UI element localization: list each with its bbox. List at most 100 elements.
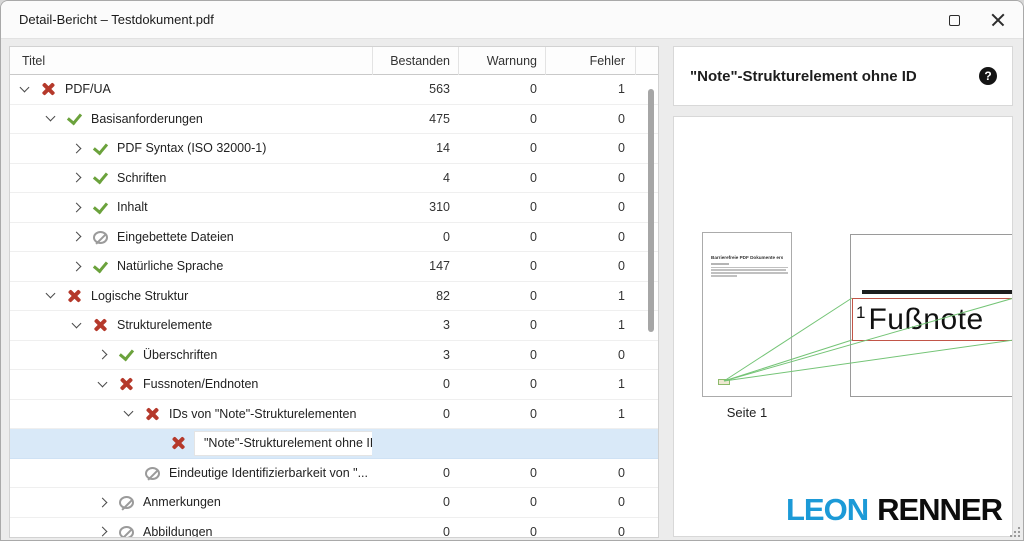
expand-chevron[interactable] <box>70 141 85 156</box>
cell-error: 0 <box>618 347 625 362</box>
table-row[interactable]: PDF/UA 563 0 1 <box>10 75 658 105</box>
resize-grip[interactable] <box>1010 527 1020 537</box>
expand-chevron[interactable] <box>44 288 59 303</box>
close-icon <box>991 13 1005 27</box>
cell-passed: 3 <box>443 318 450 333</box>
table-row[interactable]: PDF Syntax (ISO 32000-1) 14 0 0 <box>10 134 658 164</box>
expand-chevron[interactable] <box>70 200 85 215</box>
table-row[interactable]: Eingebettete Dateien 0 0 0 <box>10 222 658 252</box>
expand-chevron[interactable] <box>70 229 85 244</box>
table-row[interactable]: Abbildungen 0 0 0 <box>10 517 658 538</box>
row-label: Logische Struktur <box>91 288 189 303</box>
maximize-button[interactable] <box>937 1 971 39</box>
cell-error: 0 <box>618 200 625 215</box>
row-label: Schriften <box>117 170 167 185</box>
check-icon <box>93 200 108 215</box>
cell-warning: 0 <box>530 141 537 156</box>
table-body: PDF/UA 563 0 1 Basisanforderungen 475 0 … <box>10 75 658 538</box>
cell-passed: 4 <box>443 170 450 185</box>
expand-chevron[interactable] <box>44 111 59 126</box>
cell-passed: 475 <box>429 111 450 126</box>
expand-chevron[interactable] <box>70 318 85 333</box>
row-label: PDF Syntax (ISO 32000-1) <box>117 141 267 156</box>
row-label: "Note"-Strukturelement ohne ID <box>194 430 372 456</box>
expand-chevron[interactable] <box>70 259 85 274</box>
page-thumbnail[interactable]: Barrierefreie PDF Dokumente erstellen <box>702 232 792 397</box>
table-row[interactable]: "Note"-Strukturelement ohne ID <box>10 429 658 459</box>
cell-passed: 3 <box>443 347 450 362</box>
scrollbar-thumb[interactable] <box>648 89 654 332</box>
row-label: IDs von "Note"-Strukturelementen <box>169 406 357 421</box>
expand-chevron[interactable] <box>122 406 137 421</box>
expand-chevron[interactable] <box>96 347 111 362</box>
table-row[interactable]: IDs von "Note"-Strukturelementen 0 0 1 <box>10 399 658 429</box>
table-row[interactable]: Anmerkungen 0 0 0 <box>10 488 658 518</box>
vertical-scrollbar[interactable] <box>646 79 656 533</box>
check-icon <box>119 347 134 362</box>
cell-passed: 0 <box>443 406 450 421</box>
column-header-error[interactable]: Fehler <box>545 47 635 75</box>
preview-panel: Barrierefreie PDF Dokumente erstellen Se… <box>673 116 1013 537</box>
cell-passed: 82 <box>436 288 450 303</box>
cell-error: 1 <box>618 406 625 421</box>
row-label: Fussnoten/Endnoten <box>143 377 259 392</box>
cell-error: 1 <box>618 318 625 333</box>
error-icon <box>67 288 82 303</box>
column-header-passed[interactable]: Bestanden <box>372 47 458 75</box>
cell-passed: 0 <box>443 465 450 480</box>
cell-warning: 0 <box>530 82 537 97</box>
cell-error: 0 <box>618 524 625 538</box>
zoomed-page-view: 1 Fußnote <box>850 234 1012 397</box>
error-highlight-box: 1 Fußnote <box>852 298 1012 341</box>
row-label: Basisanforderungen <box>91 111 203 126</box>
cell-passed: 147 <box>429 259 450 274</box>
table-row[interactable]: Inhalt 310 0 0 <box>10 193 658 223</box>
expand-chevron[interactable] <box>96 495 111 510</box>
close-button[interactable] <box>981 1 1015 39</box>
table-row[interactable]: Überschriften 3 0 0 <box>10 340 658 370</box>
check-icon <box>93 170 108 185</box>
cell-passed: 0 <box>443 377 450 392</box>
cell-error: 1 <box>618 377 625 392</box>
check-icon <box>93 259 108 274</box>
row-label: Strukturelemente <box>117 318 213 333</box>
cell-error: 0 <box>618 495 625 510</box>
cell-warning: 0 <box>530 406 537 421</box>
check-icon <box>67 111 82 126</box>
expand-chevron[interactable] <box>96 524 111 537</box>
cell-passed: 0 <box>443 495 450 510</box>
thumbnail-heading: Barrierefreie PDF Dokumente erstellen <box>711 255 783 260</box>
thumbnail-subheading-placeholder <box>711 263 729 265</box>
table-row[interactable]: Strukturelemente 3 0 1 <box>10 311 658 341</box>
cell-warning: 0 <box>530 495 537 510</box>
brand-logo: LEON RENNER <box>786 492 1003 528</box>
footnote-separator-line <box>862 290 1012 294</box>
error-icon <box>93 318 108 333</box>
not-applicable-icon <box>119 496 134 510</box>
column-header-warning[interactable]: Warnung <box>458 47 545 75</box>
check-icon <box>93 141 108 156</box>
cell-warning: 0 <box>530 259 537 274</box>
table-row[interactable]: Logische Struktur 82 0 1 <box>10 281 658 311</box>
not-applicable-icon <box>145 466 160 480</box>
help-icon[interactable]: ? <box>979 67 997 85</box>
table-row[interactable]: Basisanforderungen 475 0 0 <box>10 104 658 134</box>
cell-warning: 0 <box>530 170 537 185</box>
table-row[interactable]: Natürliche Sprache 147 0 0 <box>10 252 658 282</box>
cell-error: 0 <box>618 170 625 185</box>
footnote-text: Fußnote <box>868 302 984 336</box>
expand-chevron[interactable] <box>18 82 33 97</box>
cell-error: 0 <box>618 229 625 244</box>
maximize-icon <box>948 14 960 26</box>
column-header-title[interactable]: Titel <box>22 53 46 68</box>
footnote-source-highlight <box>718 379 730 385</box>
cell-passed: 310 <box>429 200 450 215</box>
detail-header: "Note"-Strukturelement ohne ID ? <box>673 46 1013 106</box>
table-row[interactable]: Fussnoten/Endnoten 0 0 1 <box>10 370 658 400</box>
expand-chevron[interactable] <box>96 377 111 392</box>
table-row[interactable]: Eindeutige Identifizierbarkeit von "... … <box>10 458 658 488</box>
expand-chevron[interactable] <box>70 170 85 185</box>
table-row[interactable]: Schriften 4 0 0 <box>10 163 658 193</box>
row-label: Natürliche Sprache <box>117 259 224 274</box>
cell-error: 1 <box>618 288 625 303</box>
